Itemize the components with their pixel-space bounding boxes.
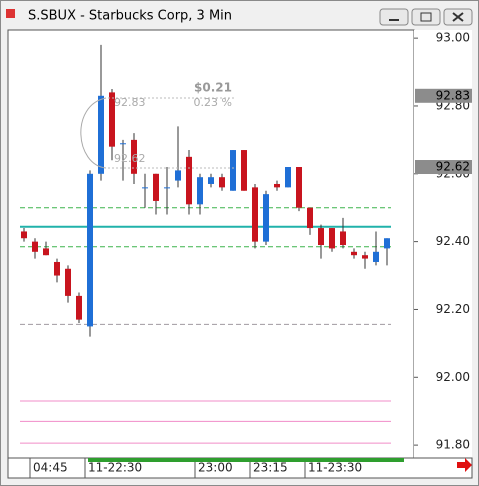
candle-body — [351, 251, 357, 256]
candle-body — [230, 150, 236, 191]
candle-body — [263, 194, 269, 242]
restore-icon — [420, 12, 432, 22]
candle-body — [120, 143, 126, 145]
price-label: 92.83 — [436, 88, 470, 102]
window-icon — [6, 9, 15, 18]
x-tick-label: 11-23:30 — [308, 461, 362, 475]
measure-change: $0.21 — [194, 81, 232, 95]
y-tick-label: 93.00 — [436, 31, 470, 45]
measure-to: 92.62 — [114, 152, 146, 165]
candle-body — [186, 156, 192, 205]
candle-body — [384, 238, 390, 249]
candle-body — [285, 167, 291, 188]
candle-body — [153, 173, 159, 201]
candle-body — [329, 228, 335, 249]
restore-button[interactable] — [411, 8, 441, 26]
y-tick-label: 92.40 — [436, 234, 470, 248]
close-icon — [452, 12, 464, 22]
measure-curve — [80, 97, 107, 169]
price-label-box — [415, 88, 472, 103]
session-bar — [88, 458, 404, 462]
candle-body — [362, 255, 368, 259]
candle-body — [131, 139, 137, 174]
candle-body — [175, 170, 181, 181]
candle-body — [164, 187, 170, 189]
plot-area — [7, 29, 415, 459]
candle-body — [142, 187, 148, 189]
candle-body — [65, 268, 71, 296]
candle-body — [241, 150, 247, 191]
candle-body — [197, 177, 203, 205]
candle-body — [296, 167, 302, 208]
x-tick-label: 23:00 — [198, 461, 233, 475]
candle-body — [21, 231, 27, 239]
x-tick-label: 11-22:30 — [88, 461, 142, 475]
price-label-box — [415, 160, 472, 175]
x-tick-label: 04:45 — [33, 461, 68, 475]
candle-body — [307, 207, 313, 229]
candle-body — [208, 177, 214, 184]
candle-body — [318, 228, 324, 246]
candle-body — [54, 261, 60, 276]
candle-body — [274, 183, 280, 188]
price-label: 92.62 — [436, 160, 470, 174]
scroll-arrow[interactable] — [457, 458, 472, 472]
candle-body — [87, 173, 93, 327]
measure-from: 92.83 — [114, 96, 146, 109]
window-buttons[interactable] — [379, 8, 473, 26]
y-tick-label: 91.80 — [436, 438, 470, 452]
minimize-button[interactable] — [379, 8, 409, 26]
y-tick-label: 92.20 — [436, 302, 470, 316]
candle-body — [252, 187, 258, 242]
measure-percent: 0.23 % — [194, 96, 232, 109]
candle-body — [373, 251, 379, 262]
x-tick-label: 23:15 — [253, 461, 288, 475]
candle-body — [43, 248, 49, 256]
candle-body — [340, 231, 346, 246]
candle-body — [109, 92, 115, 147]
window-title: S.SBUX - Starbucks Corp, 3 Min — [28, 9, 232, 24]
y-tick-label: 92.00 — [436, 370, 470, 384]
candle-body — [76, 295, 82, 320]
candle-body — [98, 95, 104, 174]
candle-body — [32, 241, 38, 252]
candle-body — [219, 177, 225, 188]
